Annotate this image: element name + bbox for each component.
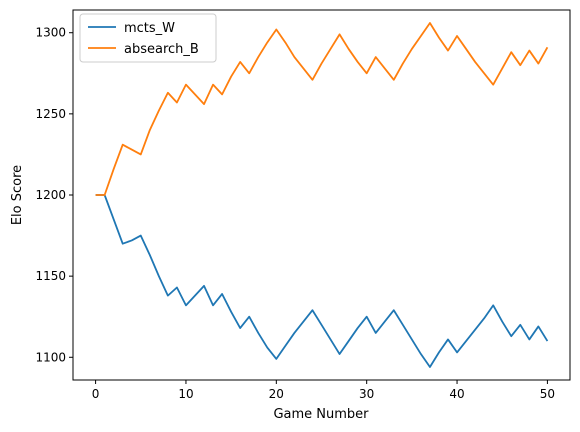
y-axis: 1100 1150 1200 1250 1300 xyxy=(35,26,73,364)
x-tick-label: 0 xyxy=(92,387,100,401)
x-tick-label: 10 xyxy=(178,387,193,401)
x-tick-label: 40 xyxy=(449,387,464,401)
y-tick-label: 1100 xyxy=(35,350,66,364)
y-tick-label: 1150 xyxy=(35,269,66,283)
series-line-mcts-w xyxy=(95,194,549,368)
legend-label-absearch-b: absearch_B xyxy=(124,42,199,57)
y-axis-label: Elo Score xyxy=(10,165,25,225)
x-tick-label: 30 xyxy=(359,387,374,401)
y-tick-label: 1200 xyxy=(35,188,66,202)
x-axis: 0 10 20 30 40 50 xyxy=(92,380,555,401)
plot-area xyxy=(95,22,549,368)
y-tick-label: 1300 xyxy=(35,26,66,40)
series-line-absearch-b xyxy=(95,22,549,196)
x-tick-label: 20 xyxy=(269,387,284,401)
legend: mcts_W absearch_B xyxy=(79,13,217,63)
legend-label-mcts-w: mcts_W xyxy=(124,21,175,36)
y-tick-label: 1250 xyxy=(35,107,66,121)
x-axis-label: Game Number xyxy=(273,407,369,422)
legend-box xyxy=(79,13,217,63)
x-tick-label: 50 xyxy=(540,387,555,401)
